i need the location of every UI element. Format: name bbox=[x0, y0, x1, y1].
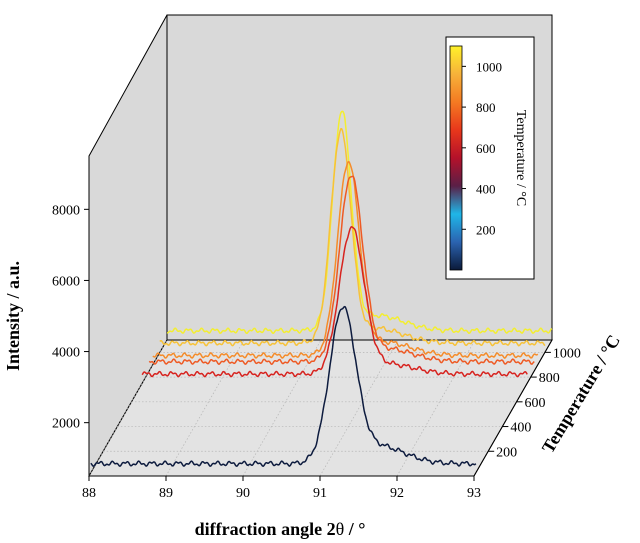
series-line-900 bbox=[152, 160, 539, 359]
series-line-750 bbox=[141, 226, 528, 378]
y-axis-label: Intensity / a.u. bbox=[3, 261, 23, 371]
z-tick-label: 600 bbox=[525, 396, 546, 411]
series-line-1100 bbox=[166, 110, 553, 335]
colorbar-gradient bbox=[449, 45, 463, 271]
z-tick-label: 400 bbox=[510, 421, 531, 436]
x-axis-ticks: 88 89 90 91 92 93 bbox=[82, 476, 481, 501]
colorbar-tick-label: 600 bbox=[476, 141, 496, 156]
series-line-850 bbox=[148, 175, 535, 365]
colorbar-ticks: 200 400 600 800 1000 bbox=[462, 59, 502, 237]
x-tick-label: 90 bbox=[236, 486, 250, 501]
colorbar-legend: 200 400 600 800 1000 Temperature / °C bbox=[445, 36, 535, 280]
x-tick-label: 92 bbox=[390, 486, 404, 501]
z-tick-label: 1000 bbox=[553, 346, 581, 361]
colorbar-tick-label: 400 bbox=[476, 182, 496, 197]
x-tick-label: 89 bbox=[159, 486, 173, 501]
series-line-25 bbox=[90, 305, 477, 467]
x-tick-label: 93 bbox=[467, 486, 481, 501]
y-tick-label: 4000 bbox=[52, 346, 80, 361]
x-tick-label: 88 bbox=[82, 486, 96, 501]
grid-line-x bbox=[396, 339, 476, 477]
colorbar-label: Temperature / °C bbox=[513, 110, 528, 206]
y-tick-label: 8000 bbox=[52, 203, 80, 218]
z-tick-label: 800 bbox=[539, 371, 560, 386]
colorbar-tick-label: 1000 bbox=[476, 59, 502, 74]
y-tick-label: 6000 bbox=[52, 274, 80, 289]
x-axis-label: diffraction angle 2θ / ° bbox=[195, 519, 366, 539]
z-axis-ticks: 200 400 600 800 1000 bbox=[488, 346, 581, 460]
z-tick-label: 200 bbox=[496, 445, 517, 460]
x-tick-label: 91 bbox=[313, 486, 327, 501]
series-lines bbox=[90, 110, 553, 467]
colorbar-tick-label: 200 bbox=[476, 222, 496, 237]
y-axis-ticks: 2000 4000 6000 8000 bbox=[52, 203, 89, 432]
z-axis-line bbox=[473, 339, 553, 477]
y-tick-label: 2000 bbox=[52, 417, 80, 432]
colorbar-tick-label: 800 bbox=[476, 100, 496, 115]
